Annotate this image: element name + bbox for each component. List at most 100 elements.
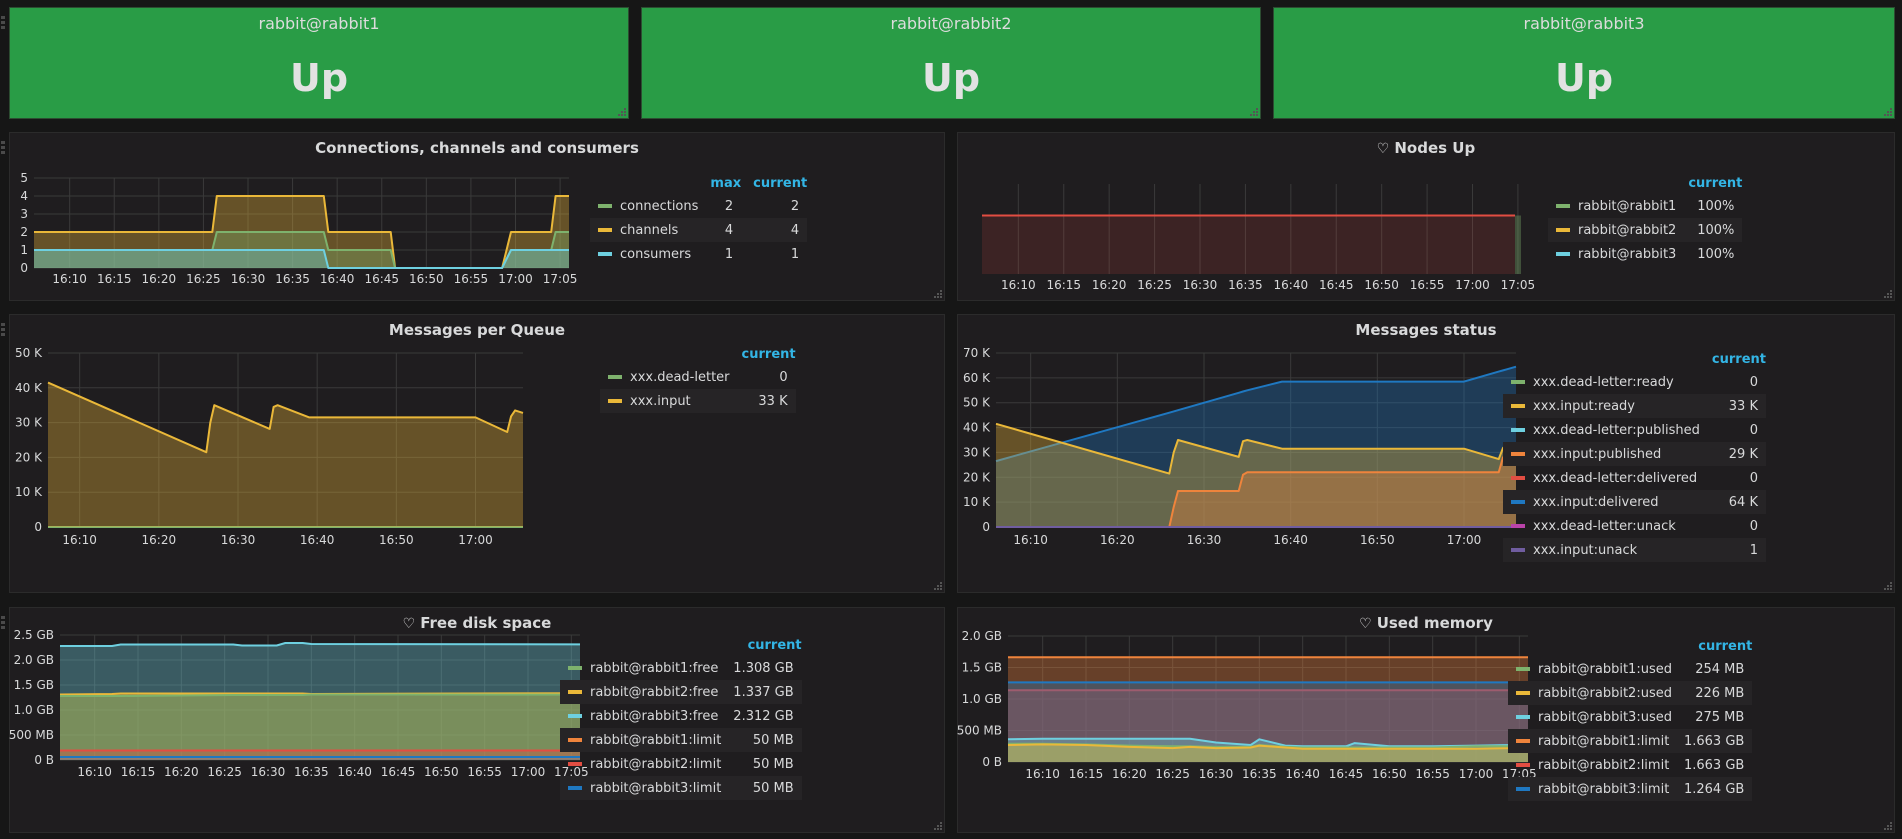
legend-series-name[interactable]: xxx.input:ready (1525, 394, 1700, 418)
legend-header-current[interactable]: current (1711, 352, 1766, 367)
legend-header-current[interactable]: current (1698, 639, 1753, 654)
legend-series-name[interactable]: rabbit@rabbit1:limit (1530, 729, 1672, 753)
resize-handle-icon[interactable] (933, 581, 942, 590)
legend-series-name[interactable]: rabbit@rabbit2 (1570, 218, 1677, 242)
legend-item[interactable]: xxx.input:published 29 K (1503, 442, 1766, 466)
legend-series-name[interactable]: xxx.input:unack (1525, 538, 1700, 562)
series-color-swatch[interactable] (1511, 380, 1525, 384)
series-color-swatch[interactable] (1516, 691, 1530, 695)
stat-panel-rabbit1[interactable]: rabbit@rabbit1 Up (1, 7, 629, 119)
legend-item[interactable]: rabbit@rabbit1:free 1.308 GB (560, 656, 802, 680)
legend-series-name[interactable]: xxx.dead-letter:ready (1533, 374, 1674, 390)
legend-series-name[interactable]: channels (612, 218, 699, 242)
legend-item[interactable]: rabbit@rabbit3 100% (1548, 242, 1742, 266)
series-color-swatch[interactable] (568, 690, 582, 694)
legend-item[interactable]: rabbit@rabbit1 100% (1548, 194, 1742, 218)
panel-connections[interactable]: Connections, channels and consumers 0 1 2 3… (1, 132, 945, 301)
resize-handle-icon[interactable] (1883, 581, 1892, 590)
legend-series-name[interactable]: xxx.dead-letter:delivered (1533, 470, 1698, 486)
legend-item[interactable]: xxx.input:unack 1 (1503, 538, 1766, 562)
legend-item[interactable]: xxx.input:delivered 64 K (1503, 490, 1766, 514)
series-color-swatch[interactable] (1516, 739, 1530, 743)
legend-item[interactable]: rabbit@rabbit1:limit 1.663 GB (1508, 729, 1753, 753)
legend-series-name[interactable]: rabbit@rabbit3:free (590, 708, 719, 724)
series-color-swatch[interactable] (1556, 252, 1570, 256)
panel-messages-per-queue[interactable]: Messages per Queue 0 10 K 20 K 30 K 40 K 50 K… (1, 314, 945, 593)
legend-item[interactable]: xxx.dead-letter:delivered 0 (1503, 466, 1766, 490)
panel-free-disk[interactable]: ♡ Free disk space 0 B 500 MB 1.0 GB 1.5 GB 2.… (1, 607, 945, 833)
drag-handle-icon[interactable] (1, 323, 5, 338)
series-color-swatch[interactable] (598, 252, 612, 256)
legend-item[interactable]: xxx.dead-letter:unack 0 (1503, 514, 1766, 538)
legend-series-name[interactable]: rabbit@rabbit3:limit (1530, 777, 1672, 801)
resize-handle-icon[interactable] (1249, 107, 1258, 116)
series-color-swatch[interactable] (1511, 524, 1525, 528)
series-color-swatch[interactable] (1511, 452, 1525, 456)
legend-header-current[interactable]: current (747, 638, 802, 653)
resize-handle-icon[interactable] (1883, 289, 1892, 298)
legend-item[interactable]: rabbit@rabbit2:limit 1.663 GB (1508, 753, 1752, 777)
series-color-swatch[interactable] (568, 786, 582, 790)
legend-item[interactable]: consumers 1 1 (590, 242, 807, 266)
drag-handle-icon[interactable] (1, 616, 5, 631)
panel-used-memory[interactable]: ♡ Used memory 0 B 500 MB 1.0 GB 1.5 GB 2.0 GB… (957, 607, 1895, 833)
legend-item[interactable]: xxx.input:ready 33 K (1503, 394, 1766, 418)
legend-series-name[interactable]: rabbit@rabbit3:limit (582, 776, 722, 800)
resize-handle-icon[interactable] (1883, 107, 1892, 116)
resize-handle-icon[interactable] (617, 107, 626, 116)
legend-item[interactable]: rabbit@rabbit1:limit 50 MB (560, 728, 802, 752)
legend-item[interactable]: rabbit@rabbit3:limit 50 MB (560, 776, 802, 800)
legend-item[interactable]: rabbit@rabbit2:limit 50 MB (560, 752, 802, 776)
legend-series-name[interactable]: xxx.input:delivered (1525, 490, 1700, 514)
legend-series-name[interactable]: xxx.dead-letter:unack (1533, 518, 1676, 534)
legend-item[interactable]: rabbit@rabbit2:used 226 MB (1508, 681, 1753, 705)
legend-series-name[interactable]: rabbit@rabbit3:used (1538, 709, 1672, 725)
legend-series-name[interactable]: rabbit@rabbit2:limit (590, 756, 722, 772)
legend-header-current[interactable]: current (1688, 176, 1743, 191)
legend-header-current[interactable]: current (753, 176, 808, 191)
legend-item[interactable]: rabbit@rabbit2 100% (1548, 218, 1743, 242)
legend-series-name[interactable]: xxx.dead-letter:published (1533, 422, 1700, 438)
legend-series-name[interactable]: rabbit@rabbit1:used (1538, 661, 1672, 677)
legend-item[interactable]: xxx.dead-letter 0 (600, 365, 796, 389)
legend-series-name[interactable]: rabbit@rabbit1:limit (582, 728, 722, 752)
series-color-swatch[interactable] (1511, 500, 1525, 504)
legend-series-name[interactable]: xxx.input (622, 389, 730, 413)
legend-item[interactable]: rabbit@rabbit3:limit 1.264 GB (1508, 777, 1753, 801)
stat-panel-rabbit3[interactable]: rabbit@rabbit3 Up (1273, 7, 1895, 119)
series-color-swatch[interactable] (1511, 404, 1525, 408)
legend-series-name[interactable]: xxx.dead-letter (630, 369, 730, 385)
drag-handle-icon[interactable] (1, 16, 5, 31)
legend-header-max[interactable]: max (710, 176, 742, 191)
legend-series-name[interactable]: rabbit@rabbit3 (1578, 246, 1677, 262)
series-color-swatch[interactable] (568, 762, 582, 766)
series-color-swatch[interactable] (608, 399, 622, 403)
legend-item[interactable]: rabbit@rabbit2:free 1.337 GB (560, 680, 802, 704)
series-color-swatch[interactable] (1556, 228, 1570, 232)
panel-nodes-up[interactable]: ♡ Nodes Up 16:10 16:15 16:20 16:25 16:30 16:35… (957, 132, 1895, 301)
series-color-swatch[interactable] (1511, 428, 1525, 432)
legend-item[interactable]: connections 2 2 (590, 194, 807, 218)
legend-series-name[interactable]: consumers (620, 246, 692, 262)
legend-item[interactable]: xxx.input 33 K (600, 389, 796, 413)
legend-series-name[interactable]: rabbit@rabbit1:free (590, 660, 719, 676)
legend-series-name[interactable]: rabbit@rabbit2:free (582, 680, 722, 704)
legend-series-name[interactable]: connections (620, 198, 699, 214)
panel-messages-status[interactable]: Messages status 0 10 K 20 K 30 K 40 K 50 K 60 … (957, 314, 1895, 593)
resize-handle-icon[interactable] (933, 289, 942, 298)
legend-series-name[interactable]: rabbit@rabbit1 (1578, 198, 1677, 214)
legend-item[interactable]: rabbit@rabbit1:used 254 MB (1508, 657, 1752, 681)
legend-item[interactable]: xxx.dead-letter:published 0 (1503, 418, 1766, 442)
series-color-swatch[interactable] (608, 375, 622, 379)
legend-series-name[interactable]: rabbit@rabbit2:limit (1538, 757, 1670, 773)
series-color-swatch[interactable] (1516, 715, 1530, 719)
series-color-swatch[interactable] (1556, 204, 1570, 208)
series-color-swatch[interactable] (1516, 763, 1530, 767)
stat-panel-rabbit2[interactable]: rabbit@rabbit2 Up (641, 7, 1261, 119)
series-color-swatch[interactable] (1511, 476, 1525, 480)
series-color-swatch[interactable] (568, 714, 582, 718)
legend-item[interactable]: channels 4 4 (590, 218, 808, 242)
legend-series-name[interactable]: rabbit@rabbit2:used (1530, 681, 1672, 705)
resize-handle-icon[interactable] (1883, 821, 1892, 830)
legend-item[interactable]: rabbit@rabbit3:used 275 MB (1508, 705, 1752, 729)
